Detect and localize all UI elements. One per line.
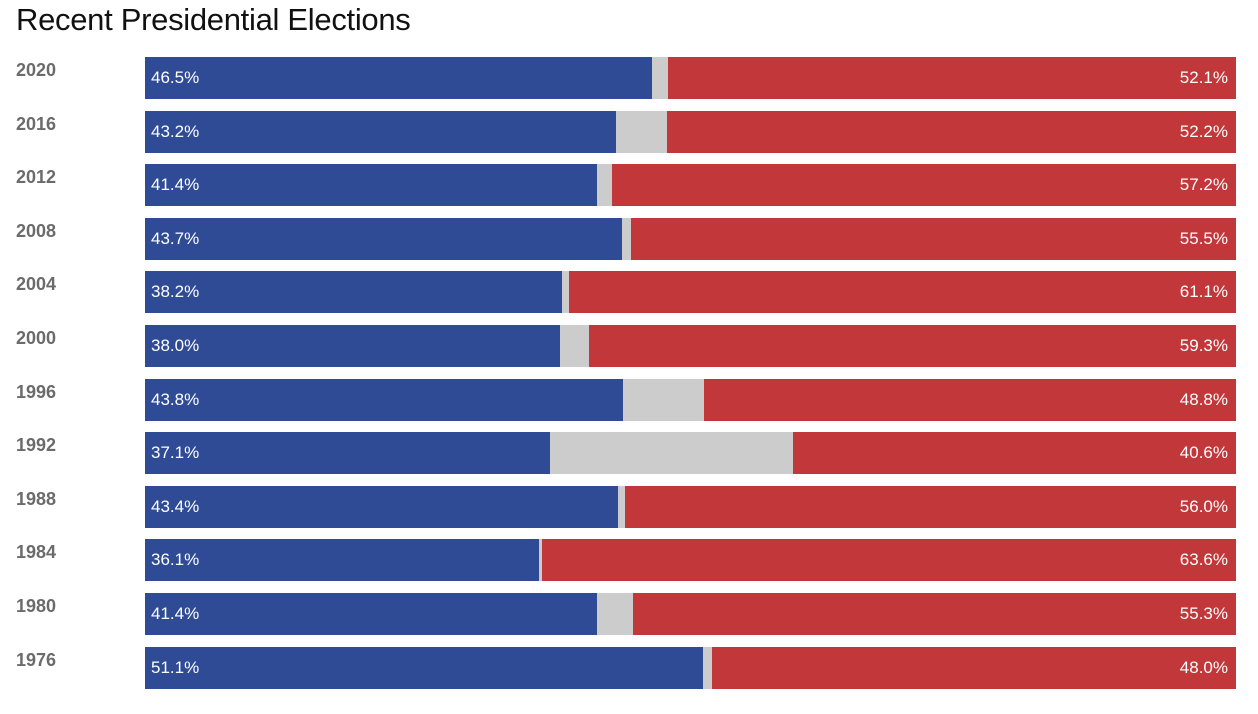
republican-value-label: 52.2% [1179, 121, 1228, 141]
democratic-bar: 43.4% [145, 485, 619, 528]
other-vote-bar: 43.8% 48.8% [145, 378, 1236, 421]
election-row: 1988 43.4% 56.0% [0, 485, 1258, 528]
year-label: 1992 [16, 435, 57, 456]
other-vote-bar: 43.7% 55.5% [145, 217, 1236, 260]
democratic-bar: 41.4% [145, 593, 597, 635]
year-label: 2008 [16, 220, 57, 241]
democratic-value-label: 41.4% [151, 604, 200, 623]
election-row: 2020 46.5% 52.1% [0, 57, 1258, 99]
republican-value-label: 40.6% [1179, 443, 1228, 463]
democratic-value-label: 38.0% [151, 336, 200, 355]
election-row: 2000 38.0% 59.3% [0, 325, 1258, 367]
democratic-bar: 41.4% [145, 164, 597, 207]
other-vote-bar: 41.4% 57.2% [145, 164, 1236, 207]
democratic-value-label: 51.1% [151, 657, 200, 677]
democratic-value-label: 38.2% [151, 282, 200, 302]
chart-title: Recent Presidential Elections [16, 2, 411, 37]
republican-bar: 56.0% [625, 485, 1236, 528]
year-label: 1980 [16, 596, 57, 616]
democratic-bar: 43.2% [145, 110, 617, 153]
democratic-value-label: 36.1% [151, 550, 200, 570]
democratic-bar: 38.2% [145, 271, 562, 314]
democratic-value-label: 43.8% [151, 389, 200, 409]
republican-value-label: 52.1% [1179, 68, 1228, 87]
election-row: 1984 36.1% 63.6% [0, 539, 1258, 582]
election-row: 2008 43.7% 55.5% [0, 217, 1258, 260]
republican-bar: 57.2% [611, 164, 1236, 207]
year-label: 2012 [16, 167, 57, 188]
democratic-value-label: 43.2% [151, 121, 200, 141]
election-row: 1976 51.1% 48.0% [0, 646, 1258, 689]
republican-value-label: 48.0% [1179, 657, 1228, 677]
other-vote-bar: 43.2% 52.2% [145, 110, 1236, 153]
republican-value-label: 55.5% [1179, 228, 1228, 248]
election-row: 1996 43.8% 48.8% [0, 378, 1258, 421]
republican-value-label: 59.3% [1179, 336, 1228, 355]
republican-bar: 63.6% [542, 539, 1236, 582]
other-vote-bar: 37.1% 40.6% [145, 432, 1236, 475]
other-vote-bar: 38.0% 59.3% [145, 325, 1236, 367]
other-vote-bar: 51.1% 48.0% [145, 646, 1236, 689]
republican-value-label: 57.2% [1179, 175, 1228, 195]
democratic-bar: 43.8% [145, 378, 623, 421]
republican-bar: 55.3% [632, 593, 1236, 635]
election-row: 2004 38.2% 61.1% [0, 271, 1258, 314]
year-label: 2016 [16, 113, 57, 134]
year-label: 1984 [16, 542, 57, 563]
democratic-bar: 43.7% [145, 217, 622, 260]
republican-bar: 48.0% [712, 646, 1236, 689]
republican-bar: 48.8% [703, 378, 1236, 421]
republican-bar: 52.1% [667, 57, 1236, 99]
republican-value-label: 55.3% [1179, 604, 1228, 623]
year-label: 1988 [16, 488, 57, 509]
other-vote-bar: 41.4% 55.3% [145, 593, 1236, 635]
year-label: 1996 [16, 381, 57, 402]
democratic-value-label: 46.5% [151, 68, 200, 87]
republican-bar: 52.2% [666, 110, 1236, 153]
democratic-bar: 46.5% [145, 57, 653, 99]
year-label: 1976 [16, 649, 57, 670]
republican-value-label: 61.1% [1179, 282, 1228, 302]
republican-value-label: 63.6% [1179, 550, 1228, 570]
democratic-bar: 36.1% [145, 539, 539, 582]
republican-bar: 40.6% [793, 432, 1236, 475]
democratic-value-label: 41.4% [151, 175, 200, 195]
year-label: 2000 [16, 328, 57, 348]
other-vote-bar: 38.2% 61.1% [145, 271, 1236, 314]
other-vote-bar: 36.1% 63.6% [145, 539, 1236, 582]
election-row: 1980 41.4% 55.3% [0, 593, 1258, 635]
election-row: 2016 43.2% 52.2% [0, 110, 1258, 153]
year-label: 2004 [16, 274, 57, 295]
republican-bar: 59.3% [589, 325, 1236, 367]
democratic-value-label: 43.4% [151, 496, 200, 516]
republican-bar: 55.5% [630, 217, 1236, 260]
democratic-value-label: 37.1% [151, 443, 200, 463]
democratic-bar: 38.0% [145, 325, 560, 367]
republican-bar: 61.1% [569, 271, 1236, 314]
republican-value-label: 56.0% [1179, 496, 1228, 516]
democratic-bar: 51.1% [145, 646, 703, 689]
republican-value-label: 48.8% [1179, 389, 1228, 409]
election-row: 1992 37.1% 40.6% [0, 432, 1258, 475]
other-vote-bar: 46.5% 52.1% [145, 57, 1236, 99]
election-row: 2012 41.4% 57.2% [0, 164, 1258, 207]
democratic-bar: 37.1% [145, 432, 550, 475]
democratic-value-label: 43.7% [151, 228, 200, 248]
other-vote-bar: 43.4% 56.0% [145, 485, 1236, 528]
year-label: 2020 [16, 60, 57, 80]
